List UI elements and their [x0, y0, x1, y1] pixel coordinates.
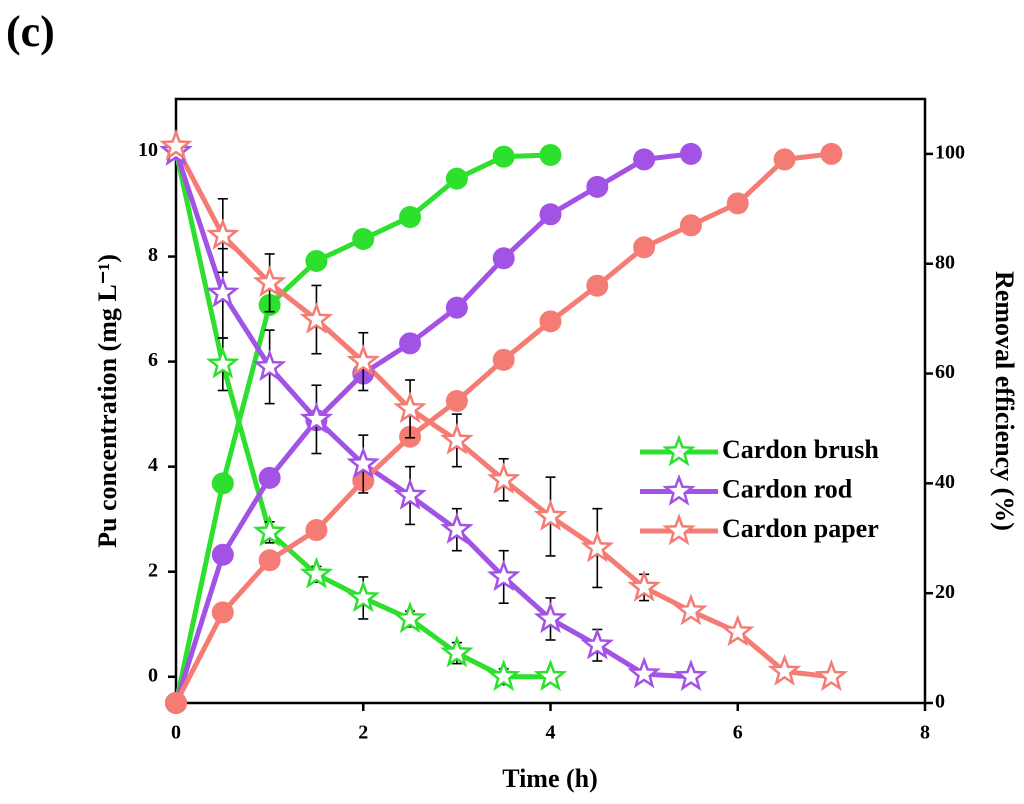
concentration-marker: [627, 656, 661, 689]
removal-marker: [445, 390, 468, 412]
removal-marker: [726, 192, 749, 215]
removal-marker: [492, 145, 515, 168]
removal-marker: [492, 348, 515, 371]
concentration-marker: [440, 635, 474, 668]
y2-tick-label: 100: [935, 142, 965, 164]
legend-marker: [662, 473, 696, 506]
y-tick-label: 2: [148, 559, 158, 581]
concentration-marker: [299, 556, 334, 589]
concentration-marker: [486, 462, 521, 494]
removal-marker: [633, 148, 656, 171]
y2-tick-label: 20: [935, 581, 955, 603]
removal-marker: [258, 466, 281, 489]
concentration-marker: [346, 446, 380, 479]
concentration-marker: [159, 128, 193, 161]
x-tick-label: 0: [171, 722, 181, 744]
y2-tick-label: 0: [935, 691, 945, 713]
removal-line: [173, 151, 692, 704]
y-axis-label: Pu concentration (mg L⁻¹): [93, 254, 122, 548]
concentration-marker: [252, 349, 287, 382]
removal-marker: [399, 332, 422, 355]
concentration-marker: [767, 653, 802, 686]
x-axis-label: Time (h): [502, 764, 598, 793]
legend-marker: [662, 513, 696, 546]
y-tick-label: 6: [148, 349, 158, 371]
concentration-marker: [533, 659, 568, 691]
removal-marker: [679, 142, 702, 165]
x-tick-label: 4: [546, 722, 556, 744]
removal-marker: [211, 601, 234, 624]
concentration-marker: [440, 512, 474, 544]
concentration-marker: [674, 659, 708, 691]
concentration-marker: [486, 559, 521, 592]
x-tick-label: 6: [733, 722, 743, 744]
concentration-marker: [533, 601, 568, 634]
concentration-marker: [627, 569, 661, 602]
concentration-marker: [674, 593, 708, 626]
removal-marker: [352, 228, 375, 251]
concentration-marker: [533, 498, 568, 531]
legend-label: Cardon paper: [722, 514, 879, 543]
removal-marker: [539, 144, 562, 167]
y2-tick-label: 80: [935, 251, 955, 273]
removal-marker: [211, 543, 234, 566]
concentration-marker: [393, 477, 427, 510]
y2-tick-label: 60: [935, 361, 955, 383]
removal-line: [173, 151, 832, 705]
concentration-marker: [440, 422, 474, 455]
concentration-line: [173, 150, 692, 680]
y2-tick-label: 40: [935, 471, 955, 493]
concentration-marker: [346, 580, 380, 613]
concentration-marker: [206, 217, 240, 250]
concentration-marker: [580, 530, 615, 563]
concentration-marker: [814, 659, 849, 691]
legend-label: Cardon rod: [722, 474, 853, 503]
concentration-marker: [206, 275, 240, 308]
removal-marker: [305, 519, 328, 542]
x-tick-label: 2: [358, 722, 368, 744]
legend-label: Cardon brush: [722, 435, 879, 464]
y2-axis-label: Removal efficiency (%): [990, 271, 1019, 531]
removal-marker: [586, 175, 609, 198]
removal-marker: [445, 167, 468, 190]
concentration-marker: [580, 627, 615, 660]
removal-marker: [399, 206, 422, 229]
removal-marker: [539, 310, 562, 333]
concentration-marker: [299, 401, 334, 434]
concentration-marker: [486, 659, 521, 691]
removal-marker: [258, 549, 281, 572]
removal-marker: [165, 692, 187, 714]
concentration-marker: [721, 614, 755, 647]
removal-marker: [445, 296, 468, 319]
concentration-marker: [252, 514, 287, 547]
removal-marker: [633, 236, 656, 259]
concentration-marker: [346, 344, 380, 376]
removal-marker: [679, 214, 702, 237]
panel-label: (c): [6, 7, 55, 56]
removal-marker: [586, 274, 609, 297]
concentration-marker: [393, 391, 427, 424]
concentration-marker: [393, 601, 427, 634]
removal-marker: [773, 148, 796, 171]
x-tick-label: 8: [920, 722, 930, 744]
concentration-marker: [206, 346, 240, 379]
y-tick-label: 4: [148, 454, 158, 476]
removal-marker: [305, 249, 328, 272]
removal-marker: [211, 472, 234, 495]
removal-marker: [492, 247, 515, 270]
legend-marker: [662, 434, 696, 467]
removal-marker: [539, 203, 562, 226]
y-tick-label: 0: [148, 664, 158, 686]
y-tick-label: 10: [138, 139, 158, 161]
concentration-marker: [252, 265, 287, 298]
removal-marker: [820, 142, 843, 165]
concentration-marker: [299, 302, 334, 334]
y-tick-label: 8: [148, 244, 158, 266]
